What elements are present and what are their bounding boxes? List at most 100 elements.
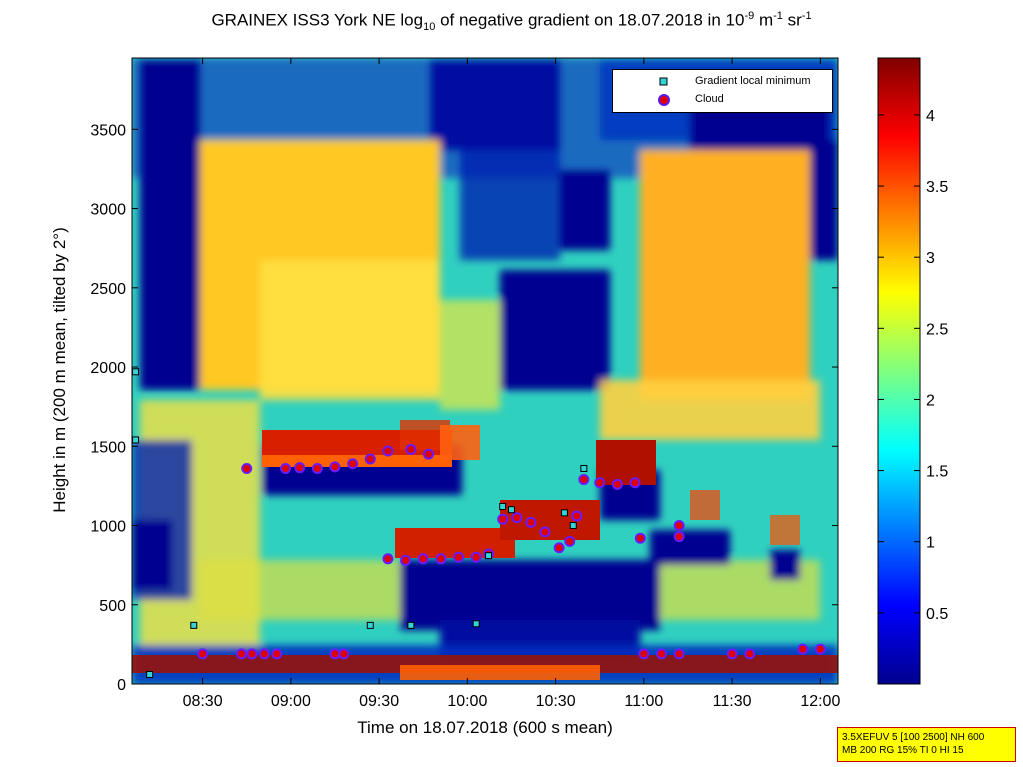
cloud-point <box>673 531 685 543</box>
cloud-point <box>744 648 756 660</box>
plot-frame <box>131 57 839 685</box>
y-tick-label: 0 <box>117 677 126 694</box>
cloud-point <box>235 648 247 660</box>
info-line: MB 200 RG 15% TI 0 HI 15 <box>842 745 964 756</box>
cloud-point <box>423 448 435 460</box>
cloud-point <box>258 648 270 660</box>
cloud-point <box>241 462 253 474</box>
gradient-min-point <box>190 621 198 629</box>
cloud-point <box>629 477 641 489</box>
colorbar-tick-label: 4 <box>926 108 935 125</box>
y-tick-label: 1000 <box>90 519 126 536</box>
y-tick-label: 500 <box>99 598 126 615</box>
cloud-point <box>271 648 283 660</box>
colorbar-axis: 0.5 1 1.5 2 2.5 3 3.5 4 <box>878 108 948 623</box>
colorbar-tick-label: 1.5 <box>926 464 948 481</box>
cloud-markers <box>197 443 826 660</box>
circle-marker-icon <box>658 94 670 106</box>
gradient-min-point <box>366 621 374 629</box>
y-tick-label: 3500 <box>90 122 126 139</box>
legend-label: Gradient local minimum <box>695 75 811 87</box>
cloud-point <box>511 512 523 524</box>
gradient-min-point <box>560 509 568 517</box>
gradient-min-point <box>507 506 515 514</box>
y-tick-label: 2500 <box>90 281 126 298</box>
y-axis-label: Height in m (200 m mean, tilted by 2°) <box>50 227 69 513</box>
cloud-point <box>246 648 258 660</box>
cloud-point <box>382 445 394 457</box>
legend: Gradient local minimum Cloud <box>612 69 833 113</box>
x-tick-label: 12:00 <box>800 693 840 710</box>
cloud-point <box>553 542 565 554</box>
colorbar-tick-label: 1 <box>926 535 935 552</box>
cloud-point <box>405 443 417 455</box>
cloud-point <box>197 648 209 660</box>
colorbar-tick-label: 0.5 <box>926 606 948 623</box>
cloud-point <box>280 462 292 474</box>
x-tick-label: 11:30 <box>713 693 752 710</box>
gradient-min-point <box>499 503 507 511</box>
cloud-point <box>329 461 341 473</box>
cloud-point <box>726 648 738 660</box>
cloud-point <box>673 648 685 660</box>
colorbar-tick-label: 2 <box>926 392 935 409</box>
cloud-point <box>611 478 623 490</box>
cloud-point <box>539 526 551 538</box>
cloud-point <box>571 510 583 522</box>
cloud-point <box>400 554 412 566</box>
y-tick-label: 2000 <box>90 360 126 377</box>
cloud-point <box>417 553 429 565</box>
cloud-point <box>673 520 685 532</box>
cloud-point <box>594 477 606 489</box>
colorbar-tick-label: 3.5 <box>926 179 948 196</box>
cloud-point <box>525 516 537 528</box>
cloud-point <box>311 462 323 474</box>
cloud-point <box>329 648 341 660</box>
square-marker-icon <box>659 77 668 86</box>
cloud-point <box>814 643 826 655</box>
x-tick-label: 10:30 <box>536 693 576 710</box>
gradient-min-point <box>132 436 140 444</box>
heatmap-field <box>132 58 838 684</box>
chart-title: GRAINEX ISS3 York NE log10 of negative g… <box>211 10 812 34</box>
gradient-min-point <box>407 621 415 629</box>
colorbar <box>877 57 921 685</box>
cloud-point <box>347 458 359 470</box>
gradient-min-markers <box>132 368 588 678</box>
cloud-point <box>453 551 465 563</box>
cloud-point <box>656 648 667 660</box>
gradient-min-point <box>580 464 588 472</box>
cloud-point <box>497 513 509 525</box>
x-axis-label: Time on 18.07.2018 (600 s mean) <box>357 718 613 737</box>
cloud-point <box>382 553 394 565</box>
x-tick-label: 08:30 <box>183 693 223 710</box>
cloud-point <box>638 648 650 660</box>
y-axis: 0 500 1000 1500 2000 2500 3000 3500 <box>90 122 838 694</box>
gradient-min-point <box>146 670 154 678</box>
cloud-point <box>578 474 590 486</box>
cloud-point <box>564 535 576 547</box>
colorbar-tick-label: 2.5 <box>926 321 948 338</box>
cloud-point <box>634 532 646 544</box>
cloud-point <box>470 551 482 563</box>
colorbar-tick-label: 3 <box>926 250 935 267</box>
y-tick-label: 1500 <box>90 439 126 456</box>
legend-label: Cloud <box>695 93 724 105</box>
gradient-min-point <box>472 620 480 628</box>
cloud-point <box>797 643 809 655</box>
cloud-point <box>435 553 447 565</box>
x-tick-label: 09:00 <box>271 693 311 710</box>
cloud-point <box>364 453 376 465</box>
gradient-min-point <box>569 522 577 530</box>
cloud-point <box>338 648 350 660</box>
gradient-min-point <box>485 552 493 560</box>
x-tick-label: 10:00 <box>447 693 487 710</box>
x-tick-label: 09:30 <box>359 693 399 710</box>
settings-info-box: 3.5XEFUV 5 [100 2500] NH 600 MB 200 RG 1… <box>837 727 1016 762</box>
cloud-point <box>294 462 306 474</box>
x-axis: 08:30 09:00 09:30 10:00 10:30 11:00 11:30 12:00 <box>183 58 840 710</box>
legend-entry-cloud: Cloud <box>613 92 832 108</box>
y-tick-label: 3000 <box>90 202 126 219</box>
info-line: 3.5XEFUV 5 [100 2500] NH 600 <box>842 732 985 743</box>
